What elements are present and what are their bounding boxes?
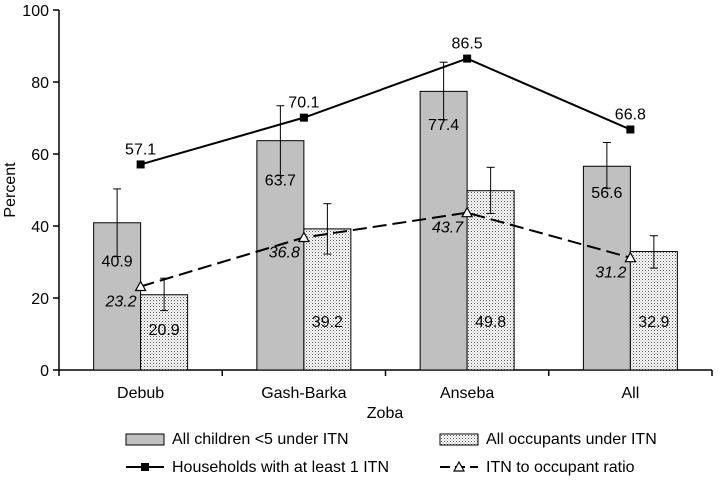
data-label-occupants: 20.9 [149,322,180,339]
y-axis-title: Percent [2,162,19,218]
x-tick-label: Anseba [440,385,494,402]
y-tick-label: 20 [31,291,49,308]
data-label-occupants: 49.8 [475,314,506,331]
x-axis-title: Zoba [367,405,404,422]
triangle-marker [624,251,637,263]
legend-label: All children <5 under ITN [172,431,349,448]
data-label-children: 40.9 [102,254,133,271]
bar-children-under-itn [419,90,468,371]
triangle-marker [134,280,147,292]
data-labels: 57.1 70.1 86.5 66.8 40.9 63.7 77.4 56.6 20.9 39.2… [102,36,670,339]
y-tick-label: 40 [31,219,49,236]
error-bars [113,61,658,312]
bar-occupants-under-itn [629,251,678,371]
data-label-households: 66.8 [615,107,646,124]
legend-label: All occupants under ITN [486,431,657,448]
data-label-ratio: 36.8 [269,245,300,262]
bar-children-under-itn [582,165,631,371]
bar-children-under-itn [256,140,305,371]
legend-label: Households with at least 1 ITN [172,459,389,476]
data-label-households: 86.5 [452,36,483,53]
data-label-ratio: 31.2 [595,265,626,282]
legend-swatch [125,433,165,446]
data-label-ratio: 23.2 [104,293,136,310]
bar-occupants-under-itn [466,190,515,371]
data-label-children: 56.6 [591,185,622,202]
data-label-households: 70.1 [288,95,319,112]
triangle-marker [461,206,474,218]
x-ticks: Debub Gash-Barka Anseba All [58,370,713,402]
data-label-children: 77.4 [428,117,459,134]
x-tick-label: Gash-Barka [261,385,346,402]
y-tick-label: 60 [31,147,49,164]
triangle-marker [297,231,310,243]
y-tick-label: 0 [40,363,49,380]
square-marker [299,113,308,122]
lines [134,54,637,292]
legend-square-marker [141,463,149,471]
data-label-ratio: 43.7 [432,220,464,237]
bar-occupants-under-itn [303,228,352,371]
x-tick-label: All [621,385,639,402]
data-label-occupants: 32.9 [638,314,669,331]
line-itn-occupant-ratio [140,211,631,288]
legend-triangle-marker [452,460,466,472]
y-tick-label: 80 [31,75,49,92]
line-households-with-itn [140,57,631,166]
y-tick-label: 100 [22,3,49,20]
legend-label: ITN to occupant ratio [486,459,635,476]
square-marker [463,54,472,63]
data-label-children: 63.7 [265,173,296,190]
data-label-households: 57.1 [125,141,156,158]
x-tick-label: Debub [117,385,164,402]
square-marker [136,160,145,169]
legend: All children <5 under ITN All occupants u… [125,431,657,476]
y-ticks: 0 20 40 60 80 100 [22,3,59,380]
data-label-occupants: 39.2 [312,314,343,331]
legend-swatch [439,433,479,446]
bars [93,90,678,371]
square-marker [626,125,635,134]
